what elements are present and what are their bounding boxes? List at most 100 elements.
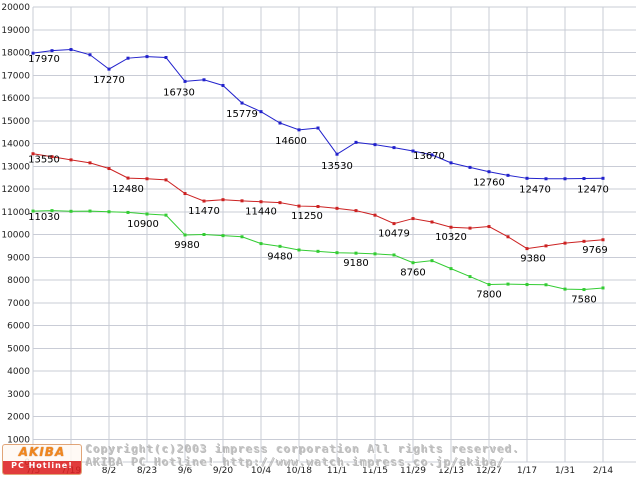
data-point-marker <box>259 200 263 204</box>
data-point-marker <box>392 253 396 257</box>
data-point-marker <box>145 212 149 216</box>
data-point-marker <box>107 67 111 71</box>
data-point-marker <box>69 158 73 162</box>
data-point-marker <box>202 199 206 203</box>
x-tick-label: 1/17 <box>517 466 537 476</box>
data-point-marker <box>107 167 111 171</box>
y-tick-label: 10000 <box>1 231 30 241</box>
y-tick-label: 3000 <box>7 390 30 400</box>
data-point-marker <box>487 225 491 229</box>
y-axis-labels: 0100020003000400050006000700080009000100… <box>1 3 30 468</box>
data-point-marker <box>50 209 54 213</box>
y-tick-label: 19000 <box>1 26 30 36</box>
akiba-logo-text: AKIBA <box>18 445 66 459</box>
value-label-green-11030: 11030 <box>28 212 60 223</box>
x-tick-label: 8/23 <box>137 466 157 476</box>
data-point-marker <box>335 152 339 156</box>
data-point-marker <box>544 244 548 248</box>
data-point-marker <box>183 233 187 237</box>
data-point-marker <box>354 140 358 144</box>
data-point-marker <box>183 192 187 196</box>
value-label-green-9980: 9980 <box>174 240 199 251</box>
data-point-marker <box>430 259 434 263</box>
data-point-marker <box>50 155 54 159</box>
value-label-red-11440: 11440 <box>245 207 277 218</box>
data-point-marker <box>107 210 111 214</box>
x-tick-label: 10/18 <box>286 466 312 476</box>
series-line-blue <box>32 49 604 180</box>
data-point-marker <box>468 226 472 230</box>
data-point-marker <box>468 275 472 279</box>
x-tick-label: 11/29 <box>400 466 426 476</box>
value-label-blue-12470: 12470 <box>577 184 609 195</box>
y-tick-label: 2000 <box>7 413 30 423</box>
data-point-marker <box>88 161 92 165</box>
data-point-marker <box>411 149 415 153</box>
y-tick-label: 20000 <box>1 3 30 13</box>
data-point-marker <box>373 213 377 217</box>
data-point-marker <box>354 209 358 213</box>
data-point-marker <box>354 251 358 255</box>
data-point-marker <box>525 283 529 287</box>
data-point-marker <box>221 234 225 238</box>
data-point-marker <box>278 244 282 248</box>
data-point-marker <box>563 177 567 181</box>
value-label-green-9180: 9180 <box>343 258 368 269</box>
data-point-marker <box>582 288 586 292</box>
data-point-marker <box>69 209 73 213</box>
data-point-marker <box>69 48 73 52</box>
y-tick-label: 9000 <box>7 253 30 263</box>
value-label-blue-16730: 16730 <box>163 87 195 98</box>
data-point-marker <box>506 282 510 286</box>
value-label-red-10320: 10320 <box>435 232 467 243</box>
data-point-marker <box>411 217 415 221</box>
data-point-marker <box>525 176 529 180</box>
data-point-marker <box>430 220 434 224</box>
x-tick-label: 12/13 <box>438 466 464 476</box>
data-point-marker <box>392 222 396 226</box>
value-label-blue-17270: 17270 <box>93 75 125 86</box>
value-label-red-9769: 9769 <box>582 245 607 256</box>
value-labels: 17970 17270 16730 15779 14600 13530 13670 12760… <box>28 54 609 305</box>
value-label-blue-15779: 15779 <box>226 109 258 120</box>
x-tick-label: 9/6 <box>178 466 193 476</box>
data-point-marker <box>221 198 225 202</box>
data-point-marker <box>278 121 282 125</box>
x-tick-label: 8/2 <box>102 466 116 476</box>
data-point-marker <box>487 283 491 287</box>
value-label-blue-14600: 14600 <box>275 136 307 147</box>
x-tick-label: 11/15 <box>362 466 388 476</box>
akiba-pc-hotline-logo: AKIBA PC Hotline! <box>2 444 82 475</box>
data-point-marker <box>145 177 149 181</box>
data-point-marker <box>31 152 35 156</box>
data-point-marker <box>430 153 434 157</box>
value-label-red-9380: 9380 <box>520 254 545 265</box>
data-point-marker <box>31 51 35 55</box>
data-point-marker <box>259 242 263 246</box>
data-point-marker <box>316 249 320 253</box>
data-point-marker <box>126 56 130 60</box>
data-point-marker <box>449 225 453 229</box>
y-tick-label: 5000 <box>7 344 30 354</box>
y-tick-label: 17000 <box>1 71 30 81</box>
value-label-green-7800: 7800 <box>476 290 501 301</box>
data-point-marker <box>316 205 320 209</box>
x-tick-label: 1/31 <box>555 466 575 476</box>
value-label-blue-12760: 12760 <box>473 178 505 189</box>
value-label-blue-17970: 17970 <box>28 54 60 65</box>
series-markers-blue <box>31 48 605 181</box>
y-tick-label: 6000 <box>7 322 30 332</box>
data-point-marker <box>183 79 187 83</box>
value-label-blue-12470: 12470 <box>519 184 551 195</box>
data-point-marker <box>31 209 35 213</box>
data-point-marker <box>563 287 567 291</box>
data-point-marker <box>544 283 548 287</box>
y-tick-label: 12000 <box>1 185 30 195</box>
value-label-red-11470: 11470 <box>188 206 220 217</box>
grid-lines <box>32 6 636 463</box>
data-point-marker <box>278 201 282 205</box>
data-point-marker <box>316 126 320 130</box>
data-point-marker <box>373 143 377 147</box>
value-label-red-10479: 10479 <box>378 229 410 240</box>
